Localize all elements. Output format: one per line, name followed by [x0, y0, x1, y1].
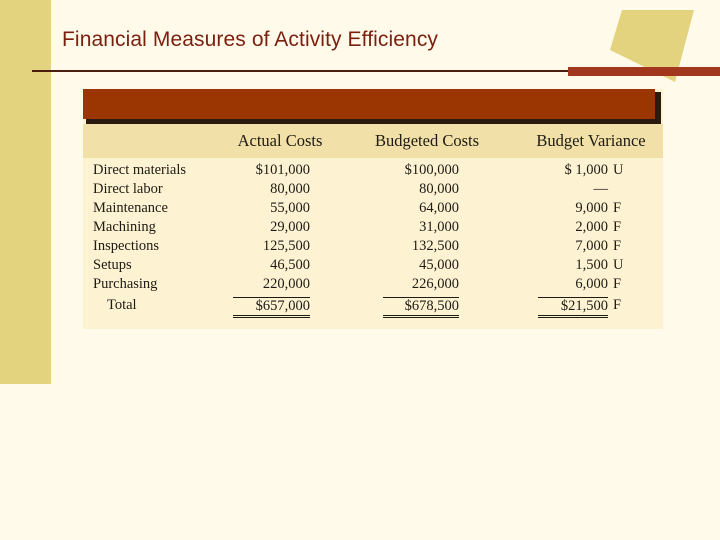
budgeted-cost-cell: 64,000 [419, 200, 459, 216]
budgeted-cost-cell: 132,500 [411, 238, 459, 254]
table-row: Machining 29,000 31,000 2,000 F [83, 219, 663, 238]
table-row: Direct labor 80,000 80,000 — [83, 181, 663, 200]
variance-cell: 7,000 [575, 238, 608, 254]
table-row: Maintenance 55,000 64,000 9,000 F [83, 200, 663, 219]
row-label: Machining [93, 219, 156, 235]
actual-cost-cell: 46,500 [270, 257, 310, 273]
title-accent-bar [568, 67, 720, 76]
actual-cost-cell: 125,500 [262, 238, 310, 254]
budgeted-cost-cell: 80,000 [419, 181, 459, 197]
variance-cell: — [593, 181, 609, 197]
actual-cost-cell: 55,000 [270, 200, 310, 216]
actual-cost-cell: 80,000 [270, 181, 310, 197]
variance-cell: 6,000 [575, 276, 608, 292]
left-decor-band [0, 0, 51, 384]
column-header-actual-costs: Actual Costs [237, 131, 323, 150]
variance-flag: F [613, 276, 622, 292]
budgeted-cost-cell: 45,000 [419, 257, 459, 273]
title-underline [32, 70, 572, 72]
row-label: Purchasing [93, 276, 158, 292]
column-header-budgeted-costs: Budgeted Costs [374, 131, 480, 150]
total-budgeted-cell: $678,500 [383, 297, 459, 318]
variance-cell: 1,500 [575, 257, 608, 273]
row-label: Direct labor [93, 181, 163, 197]
actual-cost-cell: $101,000 [255, 162, 310, 178]
variance-cell: $ 1,000 [564, 162, 609, 178]
budgeted-cost-cell: 31,000 [419, 219, 459, 235]
total-variance-flag: F [613, 297, 622, 313]
total-label: Total [107, 297, 137, 313]
table-title-band [83, 89, 655, 119]
variance-flag: F [613, 219, 622, 235]
column-header-budget-variance: Budget Variance [536, 131, 646, 150]
variance-flag: U [613, 257, 624, 273]
table-row: Direct materials $101,000 $100,000 $ 1,0… [83, 162, 663, 181]
actual-cost-cell: 29,000 [270, 219, 310, 235]
actual-cost-cell: 220,000 [262, 276, 310, 292]
total-variance-cell: $21,500 [538, 297, 608, 318]
row-label: Inspections [93, 238, 160, 254]
table-row: Setups 46,500 45,000 1,500 U [83, 257, 663, 276]
variance-cell: 9,000 [575, 200, 608, 216]
slide-title: Financial Measures of Activity Efficienc… [62, 28, 439, 51]
variance-flag: U [613, 162, 624, 178]
variance-flag: F [613, 238, 622, 254]
total-actual-cell: $657,000 [233, 297, 310, 318]
row-label: Direct materials [93, 162, 186, 178]
row-label: Setups [93, 257, 132, 273]
variance-flag: F [613, 200, 622, 216]
budgeted-cost-cell: $100,000 [404, 162, 459, 178]
table-header-row [83, 124, 663, 158]
row-label: Maintenance [93, 200, 168, 216]
budgeted-cost-cell: 226,000 [411, 276, 459, 292]
variance-cell: 2,000 [575, 219, 608, 235]
table-row: Inspections 125,500 132,500 7,000 F [83, 238, 663, 257]
budget-variance-table: Actual Costs Budgeted Costs Budget Varia… [83, 89, 663, 329]
table-row: Purchasing 220,000 226,000 6,000 F [83, 276, 663, 295]
table-total-row: Total $657,000 $678,500 $21,500 F [83, 297, 663, 318]
